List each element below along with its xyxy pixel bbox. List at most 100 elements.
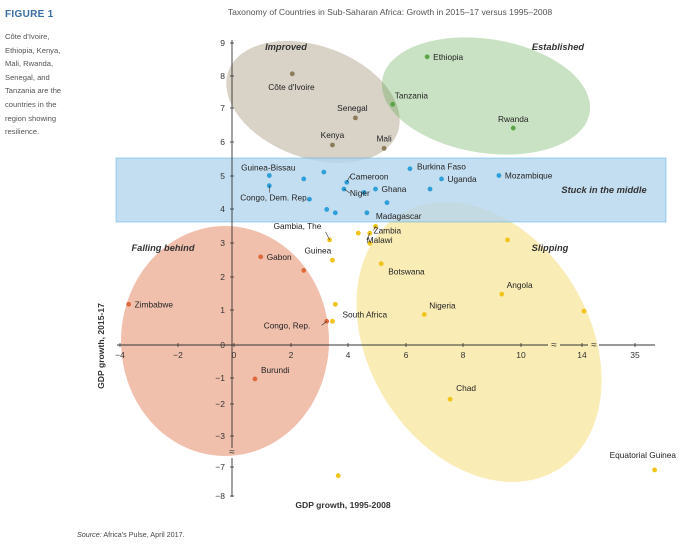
y-axis-title: GDP growth, 2015-17 <box>96 303 106 389</box>
region-falling-behind <box>121 226 329 456</box>
x-axis-break-1: ≈ <box>551 340 557 351</box>
point-south-africa <box>330 318 335 324</box>
region-label-improved: Improved <box>265 42 307 52</box>
point-label: Mozambique <box>505 171 553 181</box>
point-label: Nigeria <box>429 300 456 310</box>
y-axis-break: ≈ <box>229 447 235 458</box>
point-label: Gabon <box>267 252 292 262</box>
y-tick-label: −3 <box>215 431 225 441</box>
point-label: Senegal <box>337 103 368 113</box>
point-ghana <box>373 186 378 192</box>
point-label: Guinea <box>304 245 331 255</box>
x-axis-break-2: ≈ <box>591 340 597 351</box>
x-tick-label: −4 <box>115 350 125 360</box>
point-label: Burundi <box>261 365 290 375</box>
point-equatorial-guinea <box>652 467 657 473</box>
point-rwanda <box>510 125 516 131</box>
point-label: Equatorial Guinea <box>610 450 677 460</box>
region-label-slipping: Slipping <box>532 243 569 253</box>
point-stuck <box>427 186 433 192</box>
y-tick-label: 9 <box>220 38 225 48</box>
x-tick-label: 4 <box>346 350 351 360</box>
point-label: Niger <box>350 188 370 198</box>
x-tick-label: 14 <box>577 350 587 360</box>
chart-labels: Improved Established Stuck in the middle Fa… <box>131 42 676 460</box>
point-madagascar <box>364 210 370 216</box>
y-tick-label: −1 <box>215 373 225 383</box>
chart-marks <box>126 54 657 479</box>
point-label: Burkina Faso <box>417 162 466 172</box>
point-slipping <box>581 308 587 314</box>
point-slipping <box>505 237 510 243</box>
point-tanzania <box>390 101 396 107</box>
point-c-te-d-ivoire <box>289 71 295 77</box>
point-stuck <box>361 190 367 195</box>
point-label: Zimbabwe <box>135 299 174 309</box>
point-stuck <box>321 169 327 175</box>
point-label: Rwanda <box>498 114 529 124</box>
leader-line <box>373 226 376 231</box>
point-chad <box>447 396 453 402</box>
point-mozambique <box>496 173 502 178</box>
x-axis-title: GDP growth, 1995-2008 <box>295 500 391 510</box>
point-label: Côte d'Ivoire <box>268 82 315 92</box>
y-tick-label: −7 <box>215 462 225 472</box>
region-shapes <box>115 37 667 482</box>
x-tick-label: 0 <box>232 350 237 360</box>
x-tick-label: −2 <box>173 350 183 360</box>
point-gabon <box>258 254 264 260</box>
point-angola <box>499 291 505 297</box>
point-stuck <box>307 196 312 202</box>
x-tick-label: 6 <box>404 350 409 360</box>
point-label: Ghana <box>382 184 407 194</box>
point-label: Cameroon <box>350 171 389 181</box>
y-tick-label: 5 <box>220 171 225 181</box>
leader-line <box>321 321 327 326</box>
point-senegal <box>353 115 358 121</box>
point-stuck <box>324 207 330 212</box>
point-label: Guinea-Bissau <box>241 163 296 173</box>
chart-axes: ≈≈ ≈−4 −2 0 2 4 6 8 10 14 359876543210−1−2−3−7−8GD… <box>96 38 655 510</box>
point-stuck <box>384 200 390 206</box>
source-text: Africa's Pulse, April 2017. <box>101 530 185 539</box>
point-slipping <box>367 240 373 246</box>
point-slipping <box>335 473 341 479</box>
point-label: Ethiopia <box>433 52 463 62</box>
point-label: South Africa <box>342 309 387 319</box>
y-tick-label: 2 <box>220 272 225 282</box>
point-slipping <box>332 301 338 307</box>
leader-line <box>346 176 351 183</box>
region-improved <box>226 41 400 163</box>
point-label: Botswana <box>388 267 425 277</box>
leader-line <box>366 233 371 241</box>
point-label: Mali <box>377 133 392 143</box>
point-label: Madagascar <box>376 211 422 221</box>
region-established <box>381 37 591 155</box>
point-label: Chad <box>456 383 476 393</box>
point-uganda <box>439 176 444 182</box>
point-ethiopia <box>424 54 430 60</box>
point-label: Angola <box>507 280 533 290</box>
figure-label: FIGURE 1 <box>5 9 54 20</box>
point-nigeria <box>421 312 427 317</box>
y-tick-label: 1 <box>220 305 225 315</box>
chart-title: Taxonomy of Countries in Sub-Saharan Afr… <box>227 7 553 17</box>
region-slipping <box>356 202 602 482</box>
y-tick-label: 3 <box>220 238 225 248</box>
y-tick-label: −8 <box>215 491 225 501</box>
source-note: Source: Africa's Pulse, April 2017. <box>77 530 185 539</box>
x-tick-label: 2 <box>289 350 294 360</box>
point-label: Tanzania <box>395 90 429 100</box>
point-label: Gambia, The <box>274 221 322 231</box>
point-label: Congo, Rep. <box>264 320 311 330</box>
source-prefix: Source: <box>77 530 102 539</box>
y-tick-label: 6 <box>220 137 225 147</box>
point-burundi <box>252 376 258 382</box>
region-label-falling: Falling behind <box>131 243 194 253</box>
point-zimbabwe <box>126 301 132 307</box>
x-tick-label: 10 <box>516 350 526 360</box>
point-burkina-faso <box>407 166 413 172</box>
region-label-established: Established <box>532 42 585 52</box>
point-slipping <box>355 230 361 236</box>
